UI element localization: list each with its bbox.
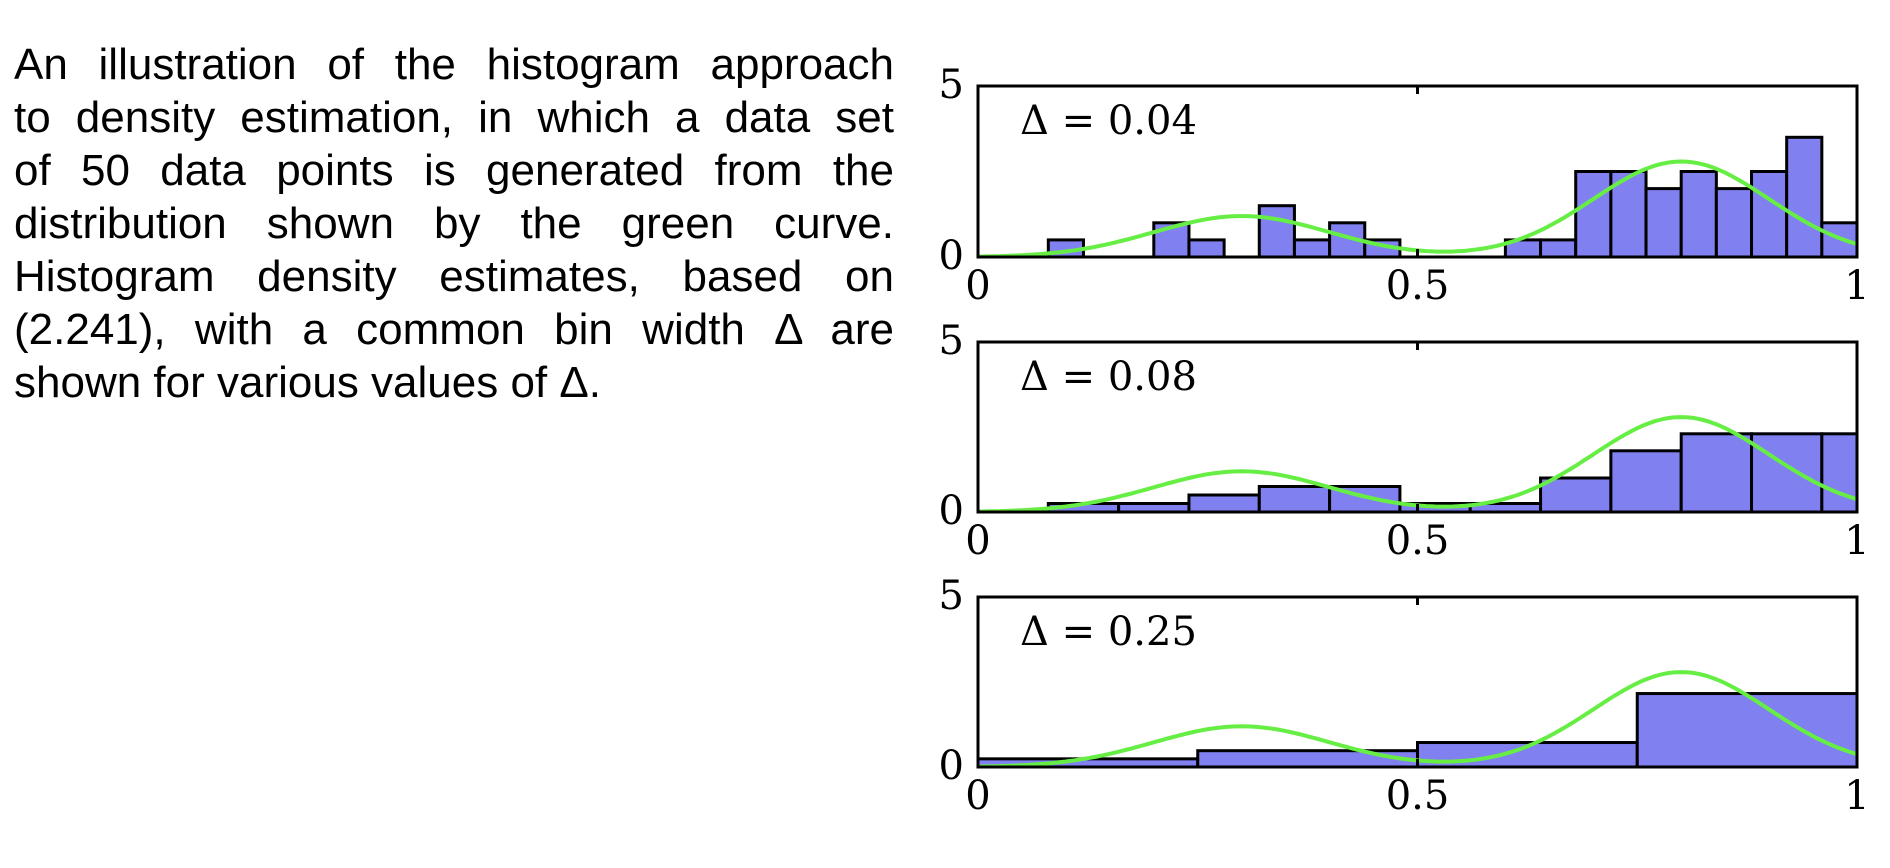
y-tick-label: 0 [939, 233, 964, 279]
y-tick-label: 5 [939, 62, 964, 108]
caption-line: shown for various values of Δ. [14, 358, 601, 407]
histogram-bar [1187, 238, 1226, 259]
caption-line: distribution shown by the green curve. [14, 199, 894, 248]
y-tick-label: 5 [939, 573, 964, 619]
histogram-panel: 0 0.5 1 0 5 Δ = 0.04 [939, 62, 1870, 309]
x-tick-label: 0 [965, 263, 990, 309]
figure-caption: An illustration of the histogram approac… [14, 38, 894, 409]
histogram-bar [1635, 692, 1859, 769]
x-tick-label: 1 [1844, 773, 1869, 819]
histogram-bar [1820, 432, 1859, 514]
x-tick-label: 0 [965, 518, 990, 564]
histogram-bar [1750, 170, 1789, 259]
y-tick-label: 0 [939, 743, 964, 789]
histogram-bar [1539, 238, 1578, 259]
histogram-bar [1750, 432, 1824, 514]
x-tick-label: 0.5 [1386, 773, 1450, 819]
caption-line: to density estimation, in which a data s… [14, 93, 894, 142]
histogram-panel: 0 0.5 1 0 5 Δ = 0.08 [939, 318, 1870, 564]
bin-width-label: Δ = 0.04 [1020, 98, 1197, 144]
histogram-panel: 0 0.5 1 0 5 Δ = 0.25 [939, 573, 1870, 819]
y-tick-label: 0 [939, 488, 964, 534]
x-tick-label: 1 [1844, 263, 1869, 309]
histogram-bar [1609, 449, 1683, 514]
histogram-bar [1292, 238, 1332, 259]
y-tick-label: 5 [939, 318, 964, 364]
x-tick-label: 1 [1844, 518, 1869, 564]
histogram-bar [1257, 485, 1332, 514]
histogram-bar [1574, 170, 1613, 259]
caption-line: (2.241), with a common bin width Δ are [14, 305, 894, 354]
caption-line: of 50 data points is generated from the [14, 146, 894, 195]
bin-width-label: Δ = 0.25 [1020, 609, 1197, 655]
histogram-bar [1539, 476, 1613, 514]
histogram-bar [1679, 170, 1718, 259]
bin-width-label: Δ = 0.08 [1020, 354, 1197, 400]
histogram-bar [1257, 204, 1296, 259]
histogram-bar [1196, 749, 1419, 769]
x-tick-label: 0 [965, 773, 990, 819]
caption-line: Histogram density estimates, based on [14, 252, 894, 301]
caption-line: An illustration of the histogram approac… [14, 40, 894, 89]
x-tick-label: 0.5 [1386, 518, 1450, 564]
histogram-bar [1785, 135, 1824, 259]
x-tick-label: 0.5 [1386, 263, 1450, 309]
histogram-bar [1679, 432, 1754, 514]
histogram-bar [1644, 187, 1683, 259]
histogram-bar [1714, 187, 1754, 259]
histogram-bar [1187, 493, 1261, 514]
